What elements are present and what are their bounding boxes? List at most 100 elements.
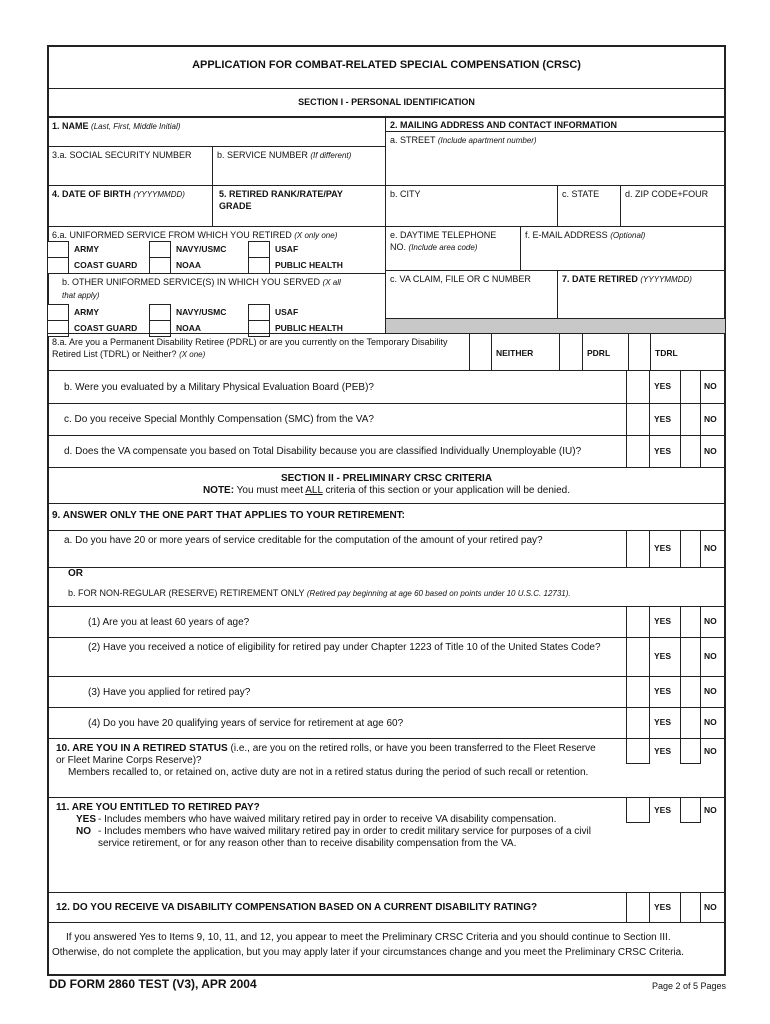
retired-service-label: NAVY/USMC [176, 244, 227, 254]
phone-field[interactable]: e. DAYTIME TELEPHONE NO. (Include area c… [385, 226, 521, 271]
q9b2-no-label: NO [704, 651, 717, 661]
label: 7. DATE RETIRED [562, 274, 638, 284]
label: 3.a. SOCIAL SECURITY NUMBER [52, 150, 192, 160]
q8b-yes-checkbox[interactable] [626, 370, 650, 404]
q11-yes-label: YES [76, 814, 97, 825]
city-field[interactable]: b. CITY [385, 185, 558, 227]
other-service-label: NAVY/USMC [176, 307, 227, 317]
tdrl-checkbox[interactable] [628, 333, 651, 371]
q12-yes-label: YES [654, 901, 672, 912]
q10-yes-checkbox[interactable] [626, 738, 650, 764]
label: 6.a. UNIFORMED SERVICE FROM WHICH YOU RE… [52, 230, 292, 240]
label: 1. NAME [52, 121, 89, 131]
q10-note: Members recalled to, or retained on, act… [68, 767, 589, 778]
date-retired-field[interactable]: 7. DATE RETIRED (YYYYMMDD) [557, 270, 726, 319]
q8c-yes-checkbox[interactable] [626, 403, 650, 436]
q9b-text: b. FOR NON-REGULAR (RESERVE) RETIREMENT … [68, 588, 305, 598]
q9b1-yes-checkbox[interactable] [626, 606, 650, 638]
state-field[interactable]: c. STATE [557, 185, 621, 227]
q8a-row: 8.a. Are you a Permanent Disability Reti… [47, 333, 726, 371]
q9b2-no-checkbox[interactable] [680, 637, 701, 677]
hint: (X only one) [294, 231, 338, 240]
retired-service-checkbox[interactable] [248, 257, 270, 274]
rank-field[interactable]: 5. RETIRED RANK/RATE/PAY GRADE [212, 185, 386, 227]
retired-service-checkbox[interactable] [47, 241, 69, 258]
page-number: Page 2 of 5 Pages [651, 981, 726, 991]
other-service-label: NOAA [176, 323, 202, 333]
q11-no-checkbox[interactable] [680, 797, 701, 823]
q8a-text: 8.a. Are you a Permanent Disability Reti… [52, 337, 448, 359]
other-service-checkbox[interactable] [149, 320, 171, 337]
q11-yes-checkbox[interactable] [626, 797, 650, 823]
retired-service-checkbox[interactable] [248, 241, 270, 258]
closing-note: If you answered Yes to Items 9, 10, 11, … [47, 922, 726, 976]
other-service-checkbox[interactable] [149, 304, 171, 321]
street-field[interactable]: a. STREET (Include apartment number) [385, 131, 726, 186]
dob-field[interactable]: 4. DATE OF BIRTH (YYYYMMDD) [47, 185, 213, 227]
q9b1-no-checkbox[interactable] [680, 606, 701, 638]
email-field[interactable]: f. E-MAIL ADDRESS (Optional) [520, 226, 726, 271]
q8d-yes-checkbox[interactable] [626, 435, 650, 468]
va-claim-field[interactable]: c. VA CLAIM, FILE OR C NUMBER [385, 270, 558, 319]
other-service-checkbox[interactable] [47, 304, 69, 321]
q9a-no-checkbox[interactable] [680, 530, 701, 568]
q9b4-yes-checkbox[interactable] [626, 707, 650, 739]
hint: (Include area code) [408, 243, 478, 252]
shaded-area [385, 318, 726, 334]
q9b3-no-checkbox[interactable] [680, 676, 701, 708]
q9b3-yes-label: YES [654, 686, 672, 696]
pdrl-label: PDRL [587, 348, 611, 358]
hint: (Optional) [610, 231, 646, 240]
retired-service-checkbox[interactable] [47, 257, 69, 274]
retired-service-checkbox[interactable] [149, 241, 171, 258]
name-field[interactable]: 1. NAME (Last, First, Middle Initial) [47, 117, 386, 147]
q9a-yes-checkbox[interactable] [626, 530, 650, 568]
q8c-row: c. Do you receive Special Monthly Compen… [47, 403, 726, 436]
q12-row: 12. DO YOU RECEIVE VA DISABILITY COMPENS… [47, 892, 726, 923]
q12-yes-checkbox[interactable] [626, 892, 650, 923]
neither-checkbox[interactable] [469, 333, 492, 371]
other-service-label: PUBLIC HEALTH [275, 323, 343, 333]
q8d-no-checkbox[interactable] [680, 435, 701, 468]
other-service-label: USAF [275, 307, 299, 317]
q10-label: 10. ARE YOU IN A RETIRED STATUS [56, 743, 228, 754]
note-label: NOTE: [202, 485, 235, 496]
q9b2-yes-checkbox[interactable] [626, 637, 650, 677]
q9-header: 9. ANSWER ONLY THE ONE PART THAT APPLIES… [47, 503, 726, 531]
q9b3-no-label: NO [704, 686, 717, 696]
q10-row: 10. ARE YOU IN A RETIRED STATUS (i.e., a… [47, 738, 726, 798]
q12-no-label: NO [704, 901, 717, 912]
q10-no-checkbox[interactable] [680, 738, 701, 764]
q8b-no-checkbox[interactable] [680, 370, 701, 404]
q12-no-checkbox[interactable] [680, 892, 701, 923]
q9b4-no-checkbox[interactable] [680, 707, 701, 739]
q9b4-row: (4) Do you have 20 qualifying years of s… [47, 707, 726, 739]
q9b1-no-label: NO [704, 616, 717, 626]
hint: (YYYYMMDD) [133, 190, 185, 199]
q9b3-yes-checkbox[interactable] [626, 676, 650, 708]
q8d-row: d. Does the VA compensate you based on T… [47, 435, 726, 468]
q8b-row: b. Were you evaluated by a Military Phys… [47, 370, 726, 404]
q11-no-label: NO [76, 826, 91, 837]
q9a-yes-label: YES [654, 543, 672, 553]
label: a. STREET [390, 135, 436, 145]
q9b4-no-label: NO [704, 717, 717, 727]
q9b4-yes-label: YES [654, 717, 672, 727]
label: 4. DATE OF BIRTH [52, 189, 131, 199]
section-1-header: SECTION I - PERSONAL IDENTIFICATION [47, 88, 726, 117]
neither-label: NEITHER [496, 348, 534, 358]
ssn-field[interactable]: 3.a. SOCIAL SECURITY NUMBER [47, 146, 213, 186]
zip-field[interactable]: d. ZIP CODE+FOUR [620, 185, 726, 227]
label: 2. MAILING ADDRESS AND CONTACT INFORMATI… [390, 120, 617, 130]
note-emphasis: ALL [305, 485, 323, 496]
other-service-checkbox[interactable] [248, 304, 270, 321]
pdrl-checkbox[interactable] [559, 333, 583, 371]
q8c-yes-label: YES [654, 413, 672, 424]
other-service-checkbox[interactable] [47, 320, 69, 337]
q8c-no-checkbox[interactable] [680, 403, 701, 436]
q8c-no-label: NO [704, 413, 717, 424]
retired-service-checkbox[interactable] [149, 257, 171, 274]
service-number-field[interactable]: b. SERVICE NUMBER (If different) [212, 146, 386, 186]
q11-no-text: - Includes members who have waived milit… [98, 826, 591, 849]
other-service-checkbox[interactable] [248, 320, 270, 337]
